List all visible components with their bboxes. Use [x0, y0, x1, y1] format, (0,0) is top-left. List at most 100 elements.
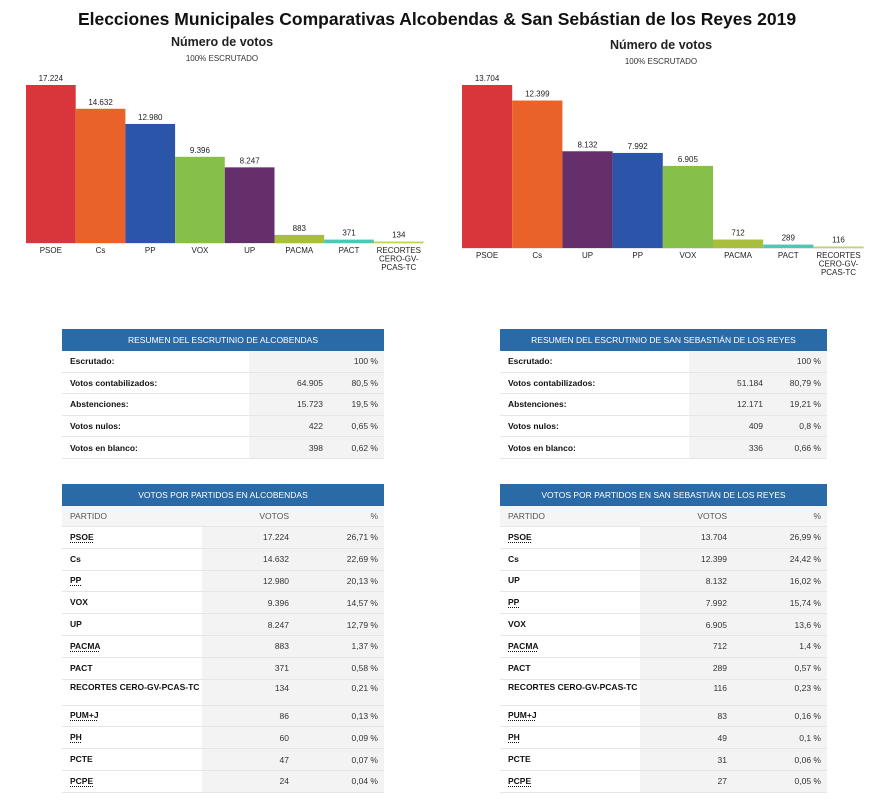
col-pct: %: [813, 511, 821, 521]
col-party: PARTIDO: [508, 511, 545, 521]
bar-pp: [125, 123, 176, 243]
party-pct: 26,99 %: [727, 527, 827, 548]
party-pct: 0,57 %: [727, 657, 827, 679]
summary-label: Escrutado:: [508, 356, 553, 367]
chart-subtitle: 100% ESCRUTADO: [624, 57, 698, 66]
votes-row: PUM+J 86 0,13 %: [62, 705, 384, 728]
party-name: PCPE: [62, 771, 202, 792]
bar-recortes-cero-gv-pcas-tc: [373, 241, 424, 243]
party-label: PACMA: [508, 640, 539, 651]
votes-row: PACMA 883 1,37 %: [62, 635, 384, 658]
party-votes: 8.132: [640, 570, 727, 592]
party-pct: 0,09 %: [289, 727, 384, 749]
category-label: PACT: [778, 251, 799, 260]
party-name: Cs: [62, 549, 202, 570]
bar-pacma: [713, 239, 764, 248]
party-label: PP: [508, 597, 520, 608]
party-votes: 9.396: [202, 592, 289, 614]
summary-pct: 80,5 %: [329, 372, 384, 394]
party-pct: 16,02 %: [727, 570, 827, 592]
party-pct: 0,07 %: [289, 749, 384, 770]
category-label: RECORTES: [816, 251, 860, 260]
summary-row: Votos nulos: 409 0,8 %: [500, 415, 827, 438]
party-votes: 8.247: [202, 614, 289, 635]
bar-value-label: 9.396: [190, 146, 211, 155]
chart-alcobendas: Número de votos 100% ESCRUTADO 17.224 PSO…: [22, 34, 424, 274]
party-votes: 371: [202, 657, 289, 679]
summary-row: Abstenciones: 12.171 19,21 %: [500, 394, 827, 416]
bar-pacma: [274, 234, 325, 243]
summary-pct: 100 %: [329, 351, 384, 372]
party-name: PP: [500, 592, 640, 613]
party-pct: 0,06 %: [727, 749, 827, 770]
bar-value-label: 12.980: [138, 113, 163, 122]
party-label: UP: [70, 618, 82, 629]
votes-row: PP 12.980 20,13 %: [62, 570, 384, 593]
party-label: UP: [508, 575, 520, 586]
category-label: PP: [632, 251, 643, 260]
party-name: UP: [62, 614, 202, 635]
chart-subtitle: 100% ESCRUTADO: [185, 54, 259, 63]
category-label: PSOE: [40, 246, 62, 255]
party-name: RECORTES CERO-GV-PCAS-TC: [62, 680, 202, 705]
party-label: VOX: [508, 618, 526, 629]
summary-label: Votos en blanco:: [70, 442, 138, 453]
party-votes: 14.632: [202, 548, 289, 570]
summary-table-san-sebastian: RESUMEN DEL ESCRUTINIO DE SAN SEBASTIÁN …: [500, 329, 827, 459]
party-votes: 12.980: [202, 570, 289, 592]
summary-row: Votos en blanco: 336 0,66 %: [500, 437, 827, 459]
party-votes: 24: [202, 770, 289, 792]
summary-value: 398: [249, 437, 329, 458]
party-votes: 83: [640, 705, 727, 727]
category-label: PACMA: [285, 246, 314, 255]
party-label: PCPE: [508, 775, 532, 786]
summary-label: Escrutado:: [70, 356, 115, 367]
party-label: PUM+J: [70, 710, 99, 721]
party-votes: 47: [202, 749, 289, 770]
votes-row: PACT 289 0,57 %: [500, 657, 827, 680]
votes-row: PCPE 27 0,05 %: [500, 770, 827, 793]
party-name: PACMA: [62, 636, 202, 657]
category-label: Cs: [532, 251, 542, 260]
category-label: RECORTES: [377, 246, 421, 255]
party-label: PCPE: [70, 775, 94, 786]
party-pct: 1,4 %: [727, 635, 827, 657]
party-pct: 13,6 %: [727, 614, 827, 635]
col-votes: VOTOS: [697, 511, 727, 521]
votes-row: Cs 14.632 22,69 %: [62, 548, 384, 571]
bar-value-label: 14.632: [88, 98, 113, 107]
votes-header: VOTOS POR PARTIDOS EN ALCOBENDAS: [62, 484, 384, 506]
party-name: PCTE: [62, 749, 202, 770]
summary-row: Escrutado: 100 %: [62, 351, 384, 373]
col-votes: VOTOS: [259, 511, 289, 521]
summary-value: 409: [689, 415, 769, 437]
category-label: Cs: [96, 246, 106, 255]
party-name: PACT: [500, 658, 640, 679]
party-votes: 60: [202, 727, 289, 749]
votes-row: PSOE 17.224 26,71 %: [62, 527, 384, 549]
party-label: Cs: [70, 553, 81, 564]
category-label: VOX: [679, 251, 697, 260]
party-label: PCTE: [70, 753, 93, 764]
category-label: PSOE: [476, 251, 498, 260]
summary-value: 422: [249, 415, 329, 437]
col-party: PARTIDO: [70, 511, 107, 521]
summary-value: 15.723: [249, 394, 329, 415]
summary-header: RESUMEN DEL ESCRUTINIO DE SAN SEBASTIÁN …: [500, 329, 827, 351]
party-votes: 883: [202, 635, 289, 657]
party-name: PCPE: [500, 771, 640, 792]
votes-header: VOTOS POR PARTIDOS EN SAN SEBASTIÁN DE L…: [500, 484, 827, 506]
summary-pct: 0,65 %: [329, 415, 384, 437]
bar-pact: [763, 244, 814, 248]
summary-value: 12.171: [689, 394, 769, 415]
party-pct: 22,69 %: [289, 548, 384, 570]
category-label: UP: [244, 246, 255, 255]
page-title: Elecciones Municipales Comparativas Alco…: [77, 9, 797, 29]
summary-table-alcobendas: RESUMEN DEL ESCRUTINIO DE ALCOBENDAS Esc…: [62, 329, 384, 459]
party-label: PH: [70, 732, 82, 743]
votes-row: Cs 12.399 24,42 %: [500, 548, 827, 571]
summary-value: 51.184: [689, 372, 769, 394]
bar-chart-alcobendas: 17.224 PSOE 14.632 Cs 12.980 PP 9.396 VOX 8.247 U…: [26, 74, 424, 272]
party-votes: 6.905: [640, 614, 727, 635]
summary-row: Escrutado: 100 %: [500, 351, 827, 373]
